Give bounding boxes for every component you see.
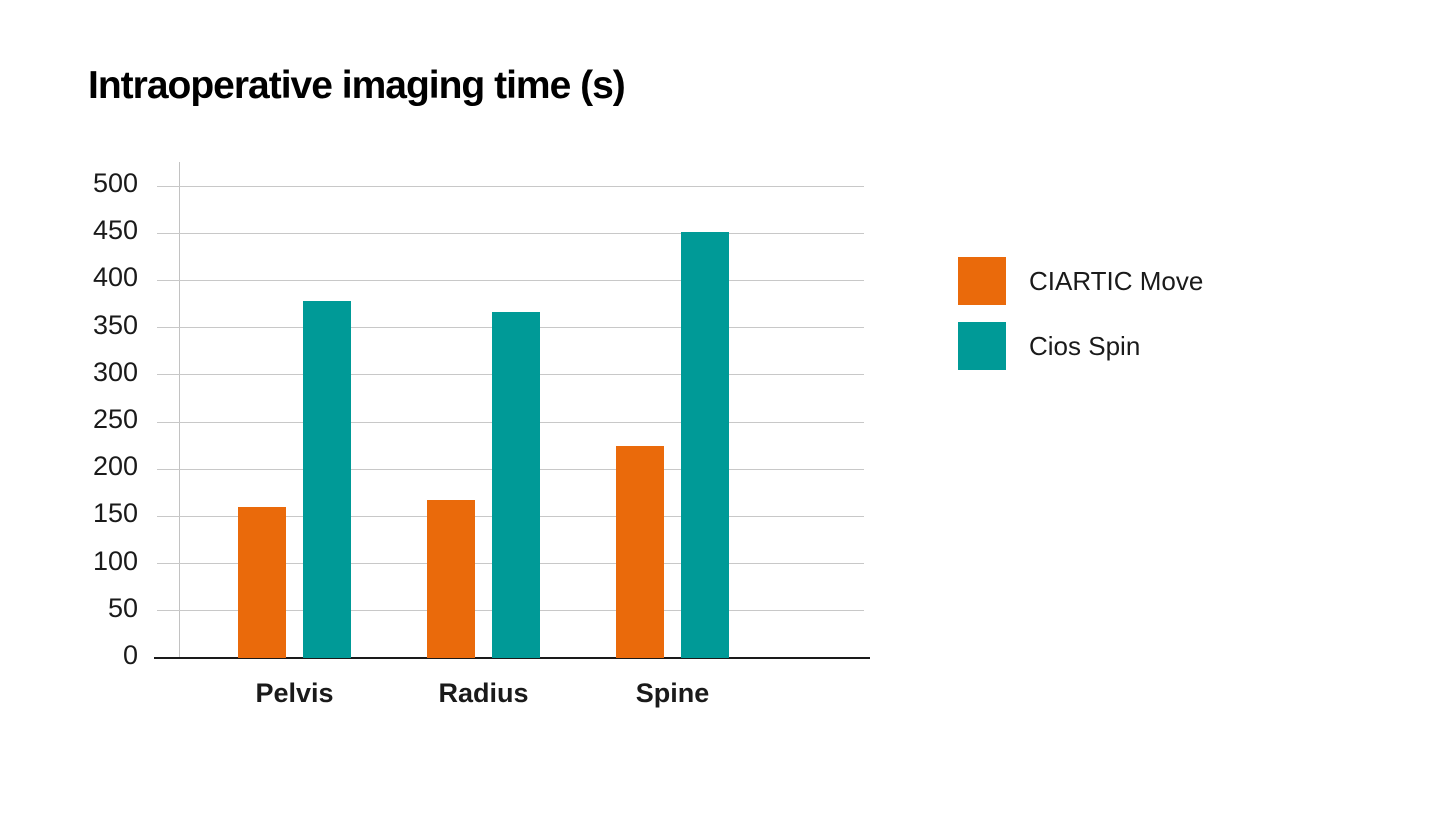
y-tick-label-50: 50: [107, 592, 138, 623]
y-tick-label-0: 0: [122, 640, 138, 670]
legend-swatch-ciartic-move: [958, 257, 1006, 305]
legend-item-cios-spin: Cios Spin: [958, 322, 1203, 370]
gridline-400: [157, 279, 864, 281]
bar-ciartic-move-pelvis: [238, 507, 286, 658]
x-category-label-spine: Spine: [635, 678, 710, 708]
bar-ciartic-move-spine: [616, 446, 664, 658]
gridline-450: [157, 232, 864, 234]
chart-title: Intraoperative imaging time (s): [88, 64, 626, 107]
plot-area: 0 50 100 150 200 250 300 350 400 450 500 Pelvis Radi…: [93, 162, 870, 708]
y-tick-label-100: 100: [92, 545, 138, 576]
gridline-500: [157, 185, 864, 187]
y-tick-label-350: 350: [92, 309, 138, 340]
bar-cios-spin-spine: [681, 232, 729, 658]
x-axis-line: [154, 657, 870, 659]
legend-item-ciartic-move: CIARTIC Move: [958, 257, 1203, 305]
y-tick-label-300: 300: [92, 356, 138, 387]
y-tick-label-250: 250: [92, 404, 138, 434]
legend-label-cios-spin: Cios Spin: [1029, 330, 1141, 361]
bar-ciartic-move-radius: [427, 500, 475, 658]
x-category-label-radius: Radius: [438, 678, 529, 708]
bar-cios-spin-radius: [492, 312, 540, 658]
legend: CIARTIC Move Cios Spin: [958, 257, 1203, 387]
y-tick-label-500: 500: [92, 168, 138, 198]
bar-cios-spin-pelvis: [303, 301, 351, 658]
y-tick-label-200: 200: [92, 451, 138, 482]
legend-swatch-cios-spin: [958, 322, 1006, 370]
y-axis-line: [179, 162, 180, 658]
y-tick-label-450: 450: [92, 215, 138, 246]
y-tick-label-400: 400: [92, 262, 138, 293]
y-tick-label-150: 150: [92, 498, 138, 529]
x-category-label-pelvis: Pelvis: [255, 678, 334, 708]
legend-label-ciartic-move: CIARTIC Move: [1029, 265, 1204, 296]
